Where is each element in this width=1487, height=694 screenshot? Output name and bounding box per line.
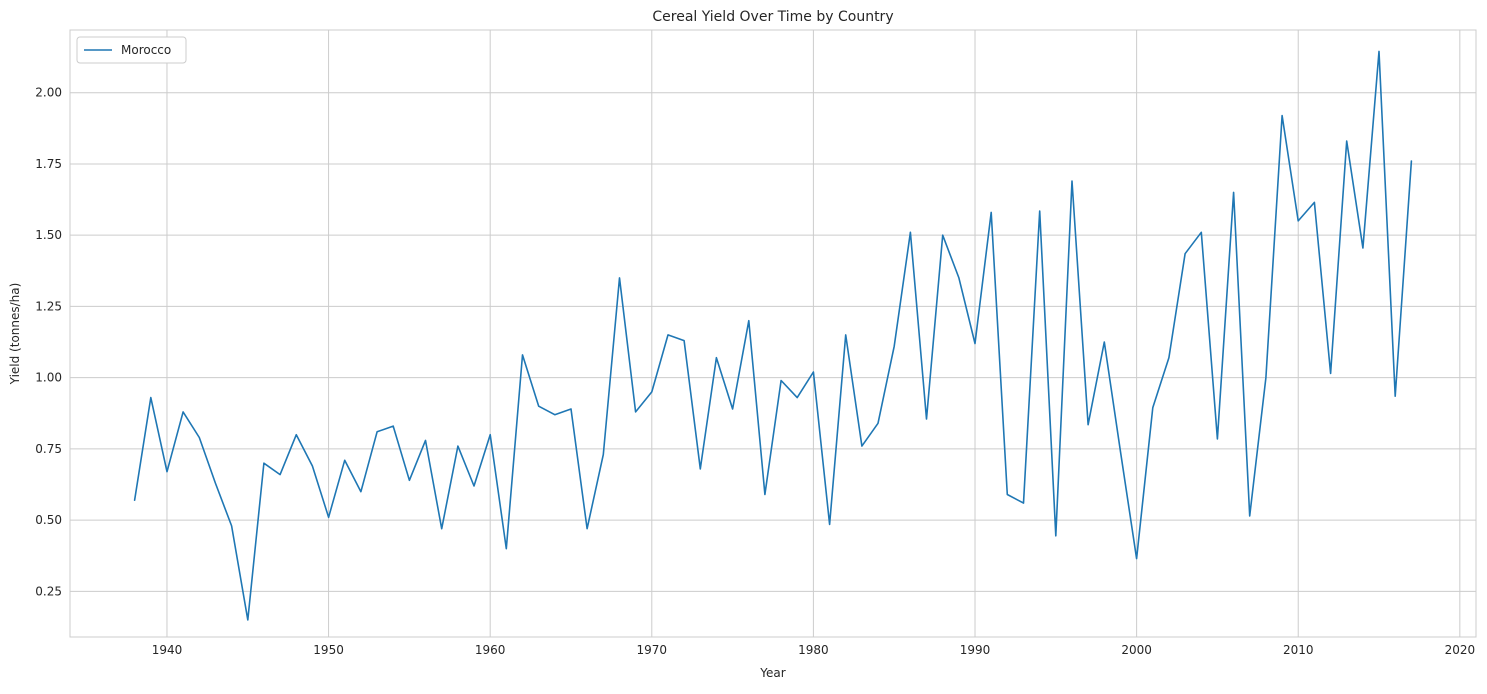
x-tick-label-1950: 1950	[313, 643, 344, 657]
y-tick-label-2: 0.75	[35, 442, 62, 456]
x-tick-label-1990: 1990	[960, 643, 991, 657]
x-tick-label-2000: 2000	[1121, 643, 1152, 657]
legend-box	[76, 36, 187, 64]
x-tick-labels: 1940 1950 1960 1970 1980 1990 2000 2010 2020	[152, 643, 1475, 657]
x-tick-label-2020: 2020	[1445, 643, 1476, 657]
x-axis-label: Year	[759, 666, 785, 680]
y-tick-label-1: 0.50	[35, 513, 62, 527]
legend-label-morocco: Morocco	[121, 43, 171, 57]
y-tick-label-0: 0.25	[35, 584, 62, 598]
x-tick-label-1960: 1960	[475, 643, 506, 657]
plot-frame	[69, 29, 1477, 638]
x-gridlines	[166, 30, 1461, 637]
y-tick-labels: 0.25 0.50 0.75 1.00 1.25 1.50 1.75 2.00	[35, 86, 62, 599]
y-axis-label: Yield (tonnes/ha)	[8, 283, 22, 386]
series-layer	[133, 50, 1413, 621]
legend: Morocco	[76, 36, 187, 64]
y-tick-label-5: 1.50	[35, 228, 62, 242]
series-line-morocco	[133, 50, 1413, 621]
x-tick-label-1970: 1970	[637, 643, 668, 657]
y-tick-label-7: 2.00	[35, 86, 62, 100]
chart-title: Cereal Yield Over Time by Country	[652, 9, 893, 25]
y-tick-label-4: 1.25	[35, 299, 62, 313]
y-tick-label-3: 1.00	[35, 371, 62, 385]
x-tick-label-1980: 1980	[798, 643, 829, 657]
y-tick-label-6: 1.75	[35, 157, 62, 171]
x-tick-label-2010: 2010	[1283, 643, 1314, 657]
x-tick-label-1940: 1940	[152, 643, 183, 657]
y-gridlines	[70, 92, 1476, 592]
